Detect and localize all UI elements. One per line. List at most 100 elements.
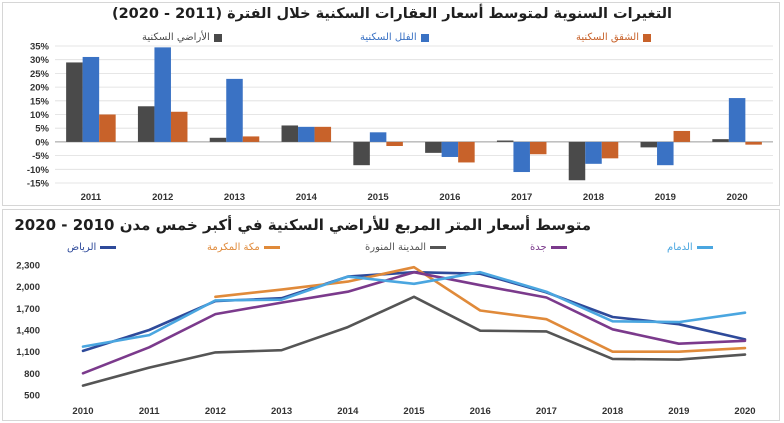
legend-swatch-land xyxy=(213,33,222,42)
x-tick-label: 2019 xyxy=(655,192,676,203)
bar-2013-series-2 xyxy=(226,78,243,142)
y-tick-label: 25% xyxy=(30,69,50,80)
bar-2013-series-1 xyxy=(209,137,227,142)
y-tick-label: 10% xyxy=(30,110,50,121)
bar-2012-series-3 xyxy=(170,111,188,142)
x-tick-label: 2015 xyxy=(368,192,390,203)
bar-2019-series-1 xyxy=(640,141,658,148)
bar-2019-series-2 xyxy=(657,141,674,166)
legend-item-land: الأراضي السكنية xyxy=(142,32,222,43)
legend-label-makkah: مكة المكرمة xyxy=(207,242,260,253)
bar-2015-series-1 xyxy=(353,141,370,166)
x-tick-label: 2012 xyxy=(152,192,173,203)
legend-item-jeddah: جدة xyxy=(530,242,567,253)
bar-chart-title: التغيرات السنوية لمتوسط أسعار العقارات ا… xyxy=(111,6,673,22)
y-tick-label: 1,400 xyxy=(16,326,40,337)
legend-item-riyadh: الرياض xyxy=(67,242,117,253)
legend-line-madinah xyxy=(430,246,447,249)
legend-label-riyadh: الرياض xyxy=(67,242,97,253)
y-tick-label: 2,300 xyxy=(16,261,40,272)
bar-2014-series-2 xyxy=(298,126,315,142)
y-tick-label: 5% xyxy=(35,124,49,135)
y-tick-label: -5% xyxy=(32,151,49,162)
x-tick-label: 2018 xyxy=(583,192,604,203)
x-tick-label: 2014 xyxy=(337,406,359,417)
x-tick-label: 2014 xyxy=(296,192,318,203)
y-tick-label: -15% xyxy=(27,179,50,190)
legend-item-madinah: المدينة المنورة xyxy=(365,242,447,253)
x-tick-label: 2011 xyxy=(139,406,160,417)
bar-2018-series-2 xyxy=(585,141,602,164)
y-tick-label: -10% xyxy=(27,165,50,176)
bar-2011-series-2 xyxy=(82,56,100,142)
legend-item-makkah: مكة المكرمة xyxy=(207,242,280,253)
bar-2019-series-3 xyxy=(673,130,691,142)
bar-2015-series-2 xyxy=(369,132,387,142)
y-tick-label: 30% xyxy=(30,55,50,66)
x-tick-label: 2013 xyxy=(224,192,245,203)
y-tick-label: 0% xyxy=(35,137,49,148)
bar-2011-series-1 xyxy=(66,62,83,142)
line-chart-title: متوسط أسعار المتر المربع للأراضي السكنية… xyxy=(14,216,591,234)
legend-line-jeddah xyxy=(550,246,567,249)
y-tick-label: 35% xyxy=(30,42,50,53)
x-tick-label: 2013 xyxy=(271,406,292,417)
legend-label-madinah: المدينة المنورة xyxy=(365,242,427,253)
x-tick-label: 2012 xyxy=(205,406,226,417)
bar-2011-series-3 xyxy=(99,114,116,142)
bar-2012-series-1 xyxy=(137,106,155,142)
line-series-2 xyxy=(214,265,747,353)
y-tick-label: 500 xyxy=(24,391,40,402)
line-series-3 xyxy=(81,295,747,387)
x-tick-label: 2015 xyxy=(403,406,425,417)
land-price-line-chart-panel: متوسط أسعار المتر المربع للأراضي السكنية… xyxy=(2,209,780,421)
legend-line-dammam xyxy=(696,246,713,249)
y-tick-label: 1,700 xyxy=(16,304,40,315)
y-tick-label: 20% xyxy=(30,83,50,94)
x-tick-label: 2020 xyxy=(727,192,748,203)
x-tick-label: 2016 xyxy=(470,406,491,417)
bar-2017-series-1 xyxy=(496,140,514,142)
x-tick-label: 2017 xyxy=(536,406,557,417)
bar-2020-series-1 xyxy=(712,139,729,142)
y-tick-label: 800 xyxy=(24,369,40,380)
bar-2016-series-2 xyxy=(441,141,459,157)
legend-label-jeddah: جدة xyxy=(530,242,547,253)
line-chart-plot: 2,300 2,000 1,700 1,400 1,100 800 500 2010 2011 2… xyxy=(16,261,755,418)
x-tick-label: 2010 xyxy=(72,406,93,417)
y-tick-label: 1,100 xyxy=(16,347,40,358)
x-tick-label: 2011 xyxy=(81,192,102,203)
legend-label-apartments: الشقق السكنية xyxy=(576,32,639,43)
x-tick-label: 2016 xyxy=(439,192,460,203)
legend-swatch-apartments xyxy=(643,33,651,42)
bar-2020-series-2 xyxy=(728,98,746,142)
bar-2015-series-3 xyxy=(386,141,403,147)
legend-swatch-villas xyxy=(420,33,429,42)
annual-change-bar-chart-panel: التغيرات السنوية لمتوسط أسعار العقارات ا… xyxy=(2,2,780,206)
bar-2018-series-3 xyxy=(601,141,619,159)
x-tick-label: 2017 xyxy=(511,192,532,203)
legend-item-dammam: الدمام xyxy=(667,242,713,253)
legend-item-villas: الفلل السكنية xyxy=(360,32,429,43)
y-tick-label: 15% xyxy=(30,96,50,107)
bar-2014-series-3 xyxy=(314,126,332,142)
legend-line-riyadh xyxy=(100,246,117,249)
line-series-4 xyxy=(81,270,747,375)
bar-2013-series-3 xyxy=(242,136,260,142)
legend-label-villas: الفلل السكنية xyxy=(360,32,417,43)
bar-2018-series-1 xyxy=(568,141,586,181)
bar-2016-series-3 xyxy=(458,141,475,163)
y-tick-label: 2,000 xyxy=(16,282,40,293)
legend-item-apartments: الشقق السكنية xyxy=(576,32,651,43)
bar-2017-series-3 xyxy=(529,141,547,155)
bar-2017-series-2 xyxy=(513,141,530,173)
x-tick-label: 2018 xyxy=(602,406,623,417)
bar-2020-series-3 xyxy=(745,141,762,145)
legend-line-makkah xyxy=(263,246,280,249)
x-tick-label: 2019 xyxy=(668,406,689,417)
legend-label-dammam: الدمام xyxy=(667,242,693,253)
line-series-5 xyxy=(81,270,747,348)
x-tick-label: 2020 xyxy=(734,406,755,417)
bar-2014-series-1 xyxy=(281,125,299,142)
